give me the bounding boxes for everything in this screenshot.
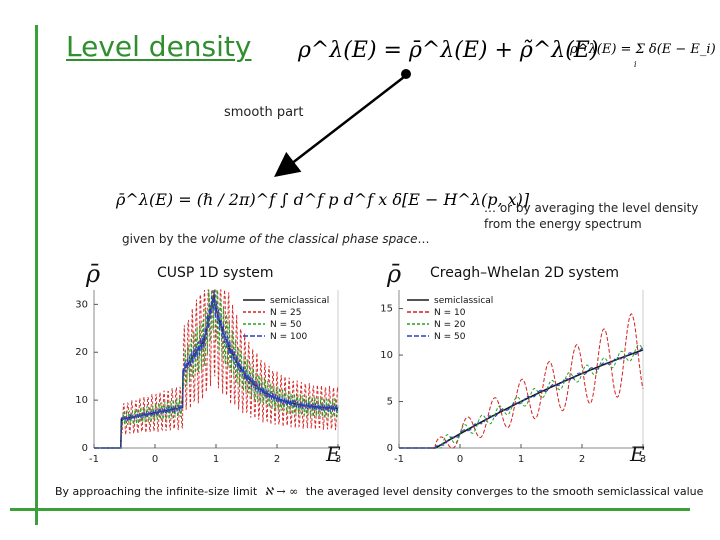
definition-equation-text: ρ^λ(E) = Σ δ(E − E_i) bbox=[570, 42, 716, 57]
left-plot-xlabel: E bbox=[326, 442, 341, 466]
arrow-line bbox=[274, 76, 405, 178]
bottom-caption-prefix: By approaching the infinite-size limit bbox=[55, 485, 258, 498]
definition-index: i bbox=[634, 60, 637, 69]
bottom-caption-suffix: the averaged level density converges to … bbox=[305, 485, 704, 498]
right-plot-title: Creagh–Whelan 2D system bbox=[430, 265, 620, 281]
definition-equation: ρ^λ(E) = Σ δ(E − E_i) i bbox=[570, 42, 716, 69]
bottom-caption: By approaching the infinite-size limit ℵ… bbox=[55, 485, 703, 498]
legend-label: semiclassical bbox=[434, 296, 493, 306]
legend-label: N = 50 bbox=[434, 332, 466, 342]
phase-space-prefix: given by the bbox=[122, 232, 201, 246]
n50-curve bbox=[399, 347, 644, 449]
phase-space-caption: given by the volume of the classical pha… bbox=[122, 232, 430, 246]
right-plot-ylabel: ρ̄ bbox=[387, 260, 402, 288]
y-tick-label: 10 bbox=[380, 350, 393, 361]
main-equation-text: ρ^λ(E) = ρ̄^λ(E) + ρ̃^λ(E) bbox=[298, 38, 599, 63]
n100-curve bbox=[94, 289, 339, 449]
legend-label: N = 100 bbox=[270, 332, 307, 342]
smooth-equation-text: ρ̄^λ(E) = (ℏ / 2π)^f ∫ d^f p d^f x δ[E −… bbox=[116, 190, 530, 209]
legend: semiclassical N = 10 N = 20 N = 50 bbox=[407, 296, 493, 342]
n10-curve bbox=[399, 313, 644, 449]
x-tick-label: 3 bbox=[335, 454, 341, 465]
averaging-note: … or by averaging the level density from… bbox=[484, 201, 699, 231]
phase-space-suffix: … bbox=[417, 232, 430, 246]
x-tick-label: 2 bbox=[579, 454, 585, 465]
main-equation: ρ^λ(E) = ρ̄^λ(E) + ρ̃^λ(E) bbox=[298, 38, 598, 63]
semiclassical-curve bbox=[399, 349, 644, 449]
smooth-equation: ρ̄^λ(E) = (ℏ / 2π)^f ∫ d^f p d^f x δ[E −… bbox=[116, 190, 529, 209]
legend-label: N = 50 bbox=[270, 320, 302, 330]
legend-label: N = 10 bbox=[434, 308, 466, 318]
x-tick-label: 0 bbox=[152, 454, 158, 465]
left-plot-ylabel: ρ̄ bbox=[86, 260, 101, 288]
n20-curve bbox=[399, 344, 644, 449]
accent-vertical-rule bbox=[35, 25, 38, 525]
legend-label: N = 20 bbox=[434, 320, 466, 330]
x-tick-label: -1 bbox=[89, 454, 99, 465]
n50-curve bbox=[94, 288, 339, 449]
phase-space-emphasis: volume of the classical phase space bbox=[200, 232, 418, 246]
x-tick-label: 3 bbox=[640, 454, 646, 465]
n25-curve bbox=[94, 289, 339, 449]
y-tick-label: 30 bbox=[75, 299, 88, 310]
y-tick-label: 0 bbox=[82, 443, 88, 454]
slide-title: Level density bbox=[66, 30, 252, 63]
x-tick-label: 1 bbox=[518, 454, 524, 465]
y-tick-label: 0 bbox=[387, 443, 393, 454]
x-tick-label: 2 bbox=[274, 454, 280, 465]
x-tick-label: 1 bbox=[213, 454, 219, 465]
legend-label: semiclassical bbox=[270, 296, 329, 306]
left-plot-title: CUSP 1D system bbox=[157, 265, 274, 281]
y-tick-label: 10 bbox=[75, 395, 88, 406]
x-tick-label: 0 bbox=[457, 454, 463, 465]
bottom-caption-limit: ℵ → ∞ bbox=[264, 485, 299, 498]
y-tick-label: 5 bbox=[387, 397, 393, 408]
x-tick-label: -1 bbox=[394, 454, 404, 465]
accent-horizontal-rule bbox=[10, 508, 690, 511]
legend-label: N = 25 bbox=[270, 308, 301, 318]
smooth-part-label: smooth part bbox=[224, 105, 304, 120]
right-plot-xlabel: E bbox=[630, 442, 645, 466]
y-tick-label: 20 bbox=[75, 347, 88, 358]
y-tick-label: 15 bbox=[380, 304, 393, 315]
legend: semiclassical N = 25 N = 50 N = 100 bbox=[243, 296, 329, 342]
